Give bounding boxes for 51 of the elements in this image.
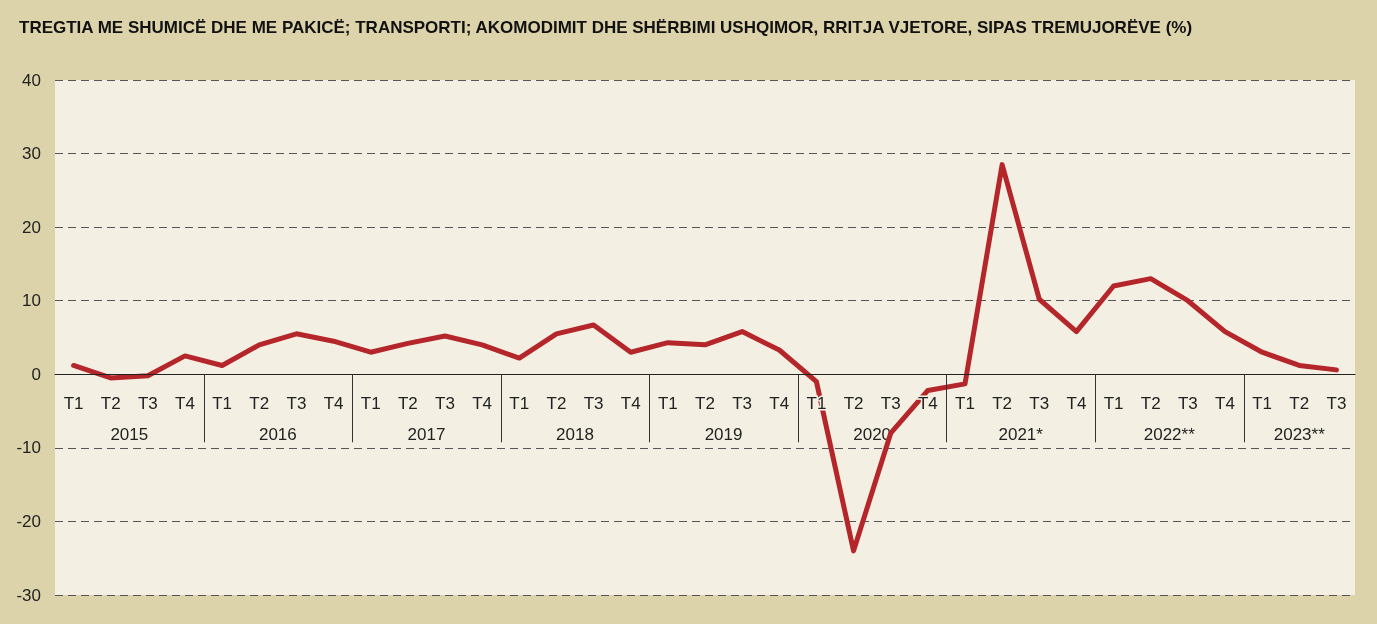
- x-tick-label: T3: [732, 394, 753, 414]
- annotation: 2021*: [998, 424, 1044, 444]
- x-tick-label: T4: [917, 394, 938, 414]
- annotation: 2017: [407, 424, 446, 444]
- annotation: 2016: [258, 424, 297, 444]
- x-tick-label: T3: [137, 394, 158, 414]
- y-tick-label: 40: [22, 70, 41, 90]
- y-tick-label: -30: [16, 585, 41, 605]
- x-tick-label: T3: [435, 394, 455, 414]
- x-tick-label: T2: [992, 394, 1013, 414]
- x-tick-label: T4: [1215, 394, 1235, 414]
- y-tick-label: 10: [22, 291, 41, 311]
- x-tick-label: T2: [397, 394, 418, 414]
- x-tick-label: T3: [1029, 394, 1050, 414]
- x-tick-label: T3: [583, 394, 604, 414]
- x-tick-label: T2: [1289, 394, 1310, 414]
- x-tick-label: T4: [323, 394, 344, 414]
- x-tick-label: T4: [472, 394, 493, 414]
- annotation: 2018: [556, 424, 594, 444]
- x-tick-label: T4: [620, 394, 641, 414]
- annotation: 2022**: [1143, 424, 1196, 444]
- x-tick-label: T2: [249, 394, 270, 414]
- x-tick-label: T1: [212, 394, 233, 414]
- x-tick-label: T4: [175, 394, 195, 414]
- y-tick-label: 30: [22, 144, 41, 164]
- x-tick-label: T3: [880, 394, 901, 414]
- y-tick-label: -10: [16, 438, 41, 458]
- y-tick-label: 0: [31, 364, 41, 384]
- x-tick-label: T4: [769, 394, 790, 414]
- x-tick-label: T3: [1177, 394, 1198, 414]
- y-tick-label: 20: [22, 217, 41, 237]
- x-tick-label: T4: [1066, 394, 1087, 414]
- x-tick-label: T1: [360, 394, 381, 414]
- x-tick-label: T1: [657, 394, 678, 414]
- x-tick-label: T2: [843, 394, 864, 414]
- annotation: 2019: [704, 424, 743, 444]
- x-tick-label: T3: [1326, 394, 1347, 414]
- x-tick-label: T1: [509, 394, 530, 414]
- x-tick-label: T1: [1103, 394, 1124, 414]
- x-tick-label: T2: [1140, 394, 1161, 414]
- x-tick-label: T1: [1252, 394, 1273, 414]
- annotation: 2015: [110, 424, 149, 444]
- x-tick-label: T3: [286, 394, 307, 414]
- x-tick-label: T2: [695, 394, 715, 414]
- annotation: 2023**: [1273, 424, 1326, 444]
- x-tick-label: T2: [546, 394, 567, 414]
- x-tick-label: T1: [63, 394, 84, 414]
- x-tick-label: T1: [955, 394, 975, 414]
- y-tick-label: -20: [16, 511, 41, 531]
- x-tick-label: T2: [100, 394, 121, 414]
- chart-title: TREGTIA ME SHUMICË DHE ME PAKICË; TRANSPORTI; AKOMODIMIT DHE SHËRBIMI USHQIMOR, RRITJA VJETORE, SIPAS TREMUJORËVE (%): [19, 18, 1193, 37]
